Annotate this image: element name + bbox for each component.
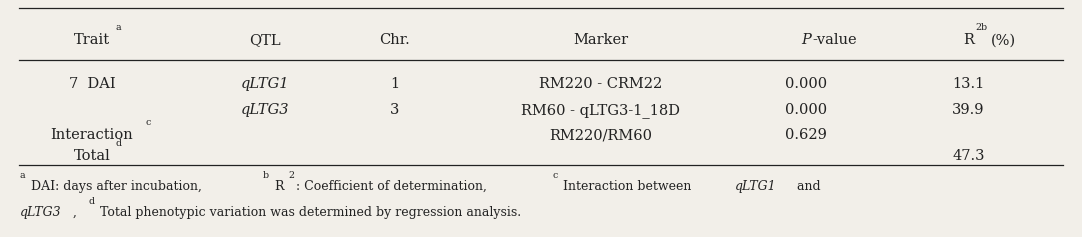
Text: 1: 1 (391, 77, 399, 91)
Text: a: a (116, 23, 121, 32)
Text: d: d (89, 197, 94, 206)
Text: 2b: 2b (975, 23, 988, 32)
Text: 3: 3 (391, 103, 399, 117)
Text: Interaction: Interaction (51, 128, 133, 142)
Text: R: R (270, 180, 285, 192)
Text: : Coefficient of determination,: : Coefficient of determination, (295, 180, 494, 192)
Text: RM220 - CRM22: RM220 - CRM22 (539, 77, 662, 91)
Text: qLTG1: qLTG1 (735, 180, 777, 192)
Text: d: d (116, 139, 122, 148)
Text: R: R (963, 33, 974, 47)
Text: a: a (116, 23, 121, 32)
Text: c: c (553, 171, 557, 180)
Text: RM60 - qLTG3-1_18D: RM60 - qLTG3-1_18D (522, 103, 679, 118)
Text: P: P (801, 33, 812, 47)
Text: qLTG1: qLTG1 (241, 77, 289, 91)
Text: a: a (19, 171, 25, 180)
Text: 2: 2 (288, 171, 294, 180)
Text: Total: Total (74, 149, 110, 164)
Text: DAI: days after incubation,: DAI: days after incubation, (27, 180, 210, 192)
Text: c: c (145, 118, 150, 127)
Text: Marker: Marker (573, 33, 628, 47)
Text: 0.000: 0.000 (786, 103, 827, 117)
Text: d: d (116, 139, 122, 148)
Text: (%): (%) (991, 33, 1016, 47)
Text: 7  DAI: 7 DAI (68, 77, 116, 91)
Text: -value: -value (813, 33, 857, 47)
Text: b: b (263, 171, 268, 180)
Text: 0.000: 0.000 (786, 77, 827, 91)
Text: 0.629: 0.629 (786, 128, 827, 142)
Text: Total phenotypic variation was determined by regression analysis.: Total phenotypic variation was determine… (96, 206, 522, 219)
Text: QTL: QTL (249, 33, 281, 47)
Text: 13.1: 13.1 (952, 77, 985, 91)
Text: ,: , (74, 206, 85, 219)
Text: qLTG3: qLTG3 (19, 206, 61, 219)
Text: Trait: Trait (74, 33, 110, 47)
Text: 47.3: 47.3 (952, 149, 985, 164)
Text: Chr.: Chr. (380, 33, 410, 47)
Text: qLTG3: qLTG3 (241, 103, 289, 117)
Text: Interaction between: Interaction between (559, 180, 696, 192)
Text: 2b: 2b (975, 23, 988, 32)
Text: and: and (789, 180, 820, 192)
Text: RM220/RM60: RM220/RM60 (549, 128, 652, 142)
Text: 39.9: 39.9 (952, 103, 985, 117)
Text: c: c (145, 118, 150, 127)
